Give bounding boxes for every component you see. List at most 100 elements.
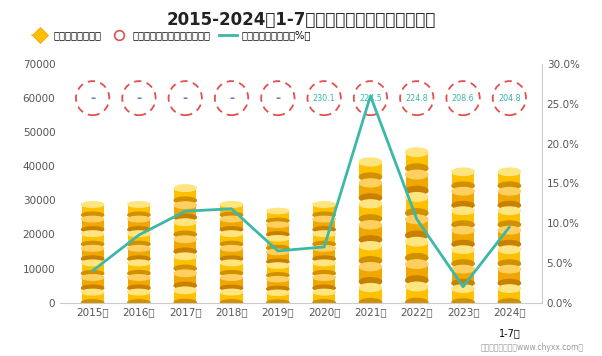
Ellipse shape (498, 207, 521, 214)
Bar (313, 204, 335, 215)
Ellipse shape (267, 273, 289, 278)
Bar (406, 219, 428, 235)
Bar (359, 162, 382, 177)
Ellipse shape (452, 188, 474, 195)
Bar (406, 242, 428, 258)
Ellipse shape (267, 232, 289, 237)
Ellipse shape (220, 300, 243, 305)
Ellipse shape (452, 182, 474, 189)
Bar (359, 288, 382, 303)
Ellipse shape (359, 242, 382, 250)
Ellipse shape (128, 300, 150, 305)
Ellipse shape (174, 265, 196, 272)
Ellipse shape (498, 201, 521, 209)
Text: 224.5: 224.5 (359, 94, 382, 103)
Bar (313, 248, 335, 259)
Ellipse shape (452, 221, 474, 229)
Ellipse shape (128, 275, 150, 280)
Ellipse shape (406, 282, 428, 291)
Ellipse shape (267, 222, 289, 227)
Bar (498, 289, 521, 303)
Ellipse shape (313, 260, 335, 266)
Ellipse shape (406, 164, 428, 173)
Bar (359, 267, 382, 282)
Bar (81, 277, 104, 288)
Ellipse shape (452, 285, 474, 292)
Ellipse shape (359, 257, 382, 265)
Ellipse shape (359, 236, 382, 244)
Ellipse shape (81, 271, 104, 276)
Bar (81, 204, 104, 215)
Text: 2015-2024年1-7月江西省工业企业营收统计图: 2015-2024年1-7月江西省工业企业营收统计图 (166, 11, 436, 29)
Bar (406, 287, 428, 303)
Bar (220, 292, 243, 303)
Ellipse shape (174, 219, 196, 225)
Bar (128, 292, 150, 303)
Bar (81, 219, 104, 230)
Ellipse shape (174, 236, 196, 242)
Ellipse shape (220, 227, 243, 232)
Ellipse shape (452, 266, 474, 273)
Ellipse shape (406, 298, 428, 307)
Ellipse shape (313, 212, 335, 218)
Ellipse shape (406, 215, 428, 224)
Text: -: - (182, 91, 188, 105)
Ellipse shape (313, 231, 335, 236)
Bar (128, 277, 150, 288)
Bar (174, 222, 196, 235)
Ellipse shape (498, 221, 521, 229)
Bar (220, 277, 243, 288)
Ellipse shape (81, 256, 104, 262)
Bar (220, 204, 243, 215)
Ellipse shape (174, 253, 196, 260)
Ellipse shape (498, 241, 521, 248)
Bar (220, 234, 243, 244)
Ellipse shape (267, 300, 289, 305)
Ellipse shape (174, 197, 196, 204)
Ellipse shape (267, 259, 289, 264)
Ellipse shape (406, 170, 428, 179)
Ellipse shape (267, 263, 289, 268)
Ellipse shape (220, 202, 243, 207)
Ellipse shape (81, 289, 104, 295)
Ellipse shape (128, 216, 150, 222)
Ellipse shape (313, 227, 335, 232)
Text: 208.6: 208.6 (452, 94, 474, 103)
Ellipse shape (452, 241, 474, 248)
Ellipse shape (81, 275, 104, 280)
Bar (498, 250, 521, 264)
Bar (128, 204, 150, 215)
Bar (452, 269, 474, 283)
Bar (313, 292, 335, 303)
Ellipse shape (81, 227, 104, 232)
Text: -: - (275, 91, 281, 105)
Ellipse shape (359, 200, 382, 208)
Bar (313, 219, 335, 230)
Bar (174, 273, 196, 286)
Ellipse shape (313, 285, 335, 291)
Text: 制图：智研咨询（www.chyxx.com）: 制图：智研咨询（www.chyxx.com） (481, 344, 584, 352)
Ellipse shape (498, 266, 521, 273)
Bar (220, 263, 243, 273)
Ellipse shape (81, 212, 104, 218)
Ellipse shape (452, 168, 474, 176)
Ellipse shape (406, 237, 428, 246)
Ellipse shape (452, 260, 474, 267)
Ellipse shape (498, 246, 521, 253)
Bar (267, 266, 289, 275)
Ellipse shape (498, 279, 521, 287)
Ellipse shape (174, 202, 196, 208)
Ellipse shape (406, 187, 428, 195)
Ellipse shape (359, 158, 382, 166)
Bar (81, 234, 104, 244)
Ellipse shape (128, 246, 150, 251)
Ellipse shape (498, 188, 521, 195)
Bar (81, 263, 104, 273)
Ellipse shape (359, 263, 382, 271)
Ellipse shape (220, 241, 243, 247)
Bar (452, 172, 474, 186)
Ellipse shape (359, 299, 382, 307)
Ellipse shape (81, 231, 104, 236)
Ellipse shape (359, 283, 382, 292)
Bar (174, 239, 196, 251)
